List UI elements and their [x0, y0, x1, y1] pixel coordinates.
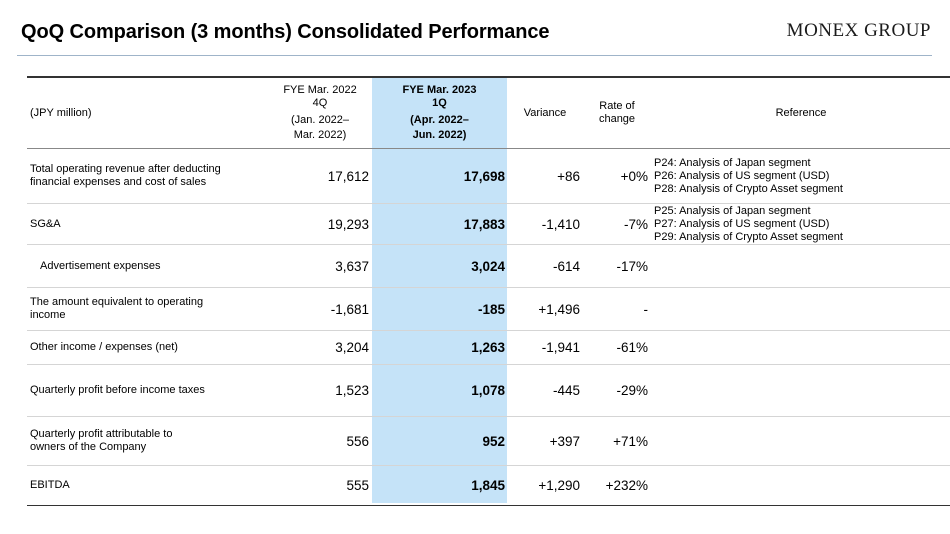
rate-header-line2: change [598, 113, 636, 125]
reference-link: P24: Analysis of Japan segment [654, 156, 811, 169]
rate-value: -29% [616, 383, 648, 398]
row-label-line1: Total operating revenue after deducting [30, 163, 221, 175]
prev-value: 555 [346, 478, 369, 493]
row-label: Total operating revenue after deducting … [27, 149, 268, 204]
reference-link: P28: Analysis of Crypto Asset segment [654, 182, 843, 195]
variance-value: +397 [549, 433, 580, 449]
current-quarter-highlight [372, 77, 507, 503]
reference-cell [651, 331, 950, 365]
row-label-line1: Quarterly profit attributable to [30, 428, 173, 440]
table-row: SG&A 19,293 17,883 -1,410 -7% P25: Analy… [27, 204, 950, 245]
curr-value: 17,883 [463, 216, 505, 232]
variance-value: -1,410 [541, 216, 580, 232]
prev-period-line2: 4Q [312, 96, 328, 109]
table-header-row: (JPY million) FYE Mar. 2022 4Q (Jan. 202… [27, 77, 950, 149]
reference-cell: P25: Analysis of Japan segment P27: Anal… [651, 204, 950, 245]
prev-value: 3,204 [335, 340, 369, 355]
curr-period-line2: 1Q [432, 96, 447, 109]
row-label-line1: Quarterly profit before income taxes [30, 384, 205, 396]
rate-header-line1: Rate of [599, 100, 635, 112]
row-label-line2: income [30, 309, 66, 321]
reference-link: P29: Analysis of Crypto Asset segment [654, 230, 843, 243]
rate-value: +71% [613, 433, 648, 449]
curr-value: 1,078 [471, 383, 505, 398]
prev-value: -1,681 [330, 301, 369, 317]
row-label-line1: Other income / expenses (net) [30, 341, 178, 353]
row-label-line1: SG&A [30, 217, 61, 230]
prev-period-line1: FYE Mar. 2022 [283, 83, 357, 96]
prev-value: 3,637 [335, 258, 369, 274]
reference-cell [651, 288, 950, 331]
rate-value: -7% [623, 216, 648, 232]
row-label: Advertisement expenses [27, 245, 268, 288]
curr-value: -185 [477, 301, 505, 317]
curr-period-header: FYE Mar. 2023 1Q (Apr. 2022– Jun. 2022) [372, 77, 507, 149]
reference-cell [651, 245, 950, 288]
variance-value: +86 [557, 168, 580, 184]
rate-value: -17% [616, 258, 648, 274]
curr-value: 1,845 [471, 478, 505, 493]
curr-value: 3,024 [471, 258, 505, 274]
curr-value: 952 [482, 433, 505, 449]
rate-header: Rate of change [583, 77, 651, 149]
row-label: Quarterly profit before income taxes [27, 365, 268, 417]
row-label: Quarterly profit attributable to owners … [27, 417, 268, 466]
prev-period-header: FYE Mar. 2022 4Q (Jan. 2022– Mar. 2022) [268, 77, 372, 149]
table-row: Total operating revenue after deducting … [27, 149, 950, 204]
prev-value: 1,523 [335, 383, 369, 398]
reference-link: P25: Analysis of Japan segment [654, 204, 811, 217]
row-label-line1: EBITDA [30, 479, 70, 491]
curr-period-line3: (Apr. 2022– [410, 113, 469, 126]
table-row: Quarterly profit before income taxes 1,5… [27, 365, 950, 417]
reference-cell: P24: Analysis of Japan segment P26: Anal… [651, 149, 950, 204]
prev-value: 19,293 [327, 216, 369, 232]
rate-value: - [643, 301, 649, 317]
row-label: The amount equivalent to operating incom… [27, 288, 268, 331]
curr-period-line4: Jun. 2022) [412, 128, 467, 141]
row-label: SG&A [27, 204, 268, 245]
title-divider [17, 55, 932, 56]
curr-value: 17,698 [463, 168, 505, 184]
reference-link: P27: Analysis of US segment (USD) [654, 217, 830, 230]
table-row: Advertisement expenses 3,637 3,024 -614 … [27, 245, 950, 288]
rate-value: +232% [605, 478, 648, 493]
row-label: EBITDA [27, 466, 268, 506]
prev-period-line4: Mar. 2022) [293, 128, 347, 141]
prev-value: 17,612 [327, 168, 369, 184]
row-label-line2: owners of the Company [30, 441, 147, 453]
unit-header: (JPY million) [30, 106, 92, 119]
variance-value: +1,290 [538, 478, 580, 493]
curr-period-line1: FYE Mar. 2023 [402, 83, 477, 96]
table-row: Other income / expenses (net) 3,204 1,26… [27, 331, 950, 365]
rate-value: -61% [616, 340, 648, 355]
reference-cell [651, 466, 950, 506]
reference-header: Reference [775, 106, 827, 119]
table-row: EBITDA 555 1,845 +1,290 +232% [27, 466, 950, 506]
variance-value: -614 [552, 258, 580, 274]
table-row: Quarterly profit attributable to owners … [27, 417, 950, 466]
reference-cell [651, 365, 950, 417]
company-logo: MONEX GROUP [786, 20, 931, 41]
row-label-line1: Advertisement expenses [40, 259, 161, 272]
row-label: Other income / expenses (net) [27, 331, 268, 365]
reference-link: P26: Analysis of US segment (USD) [654, 169, 830, 182]
performance-table: (JPY million) FYE Mar. 2022 4Q (Jan. 202… [27, 76, 950, 506]
variance-header: Variance [523, 106, 567, 119]
table-row: The amount equivalent to operating incom… [27, 288, 950, 331]
variance-value: -1,941 [541, 340, 580, 355]
prev-period-line3: (Jan. 2022– [290, 113, 350, 126]
curr-value: 1,263 [471, 340, 505, 355]
rate-value: +0% [620, 168, 648, 184]
variance-value: +1,496 [538, 301, 580, 317]
row-label-line2: financial expenses and cost of sales [30, 176, 207, 188]
reference-cell [651, 417, 950, 466]
page-title: QoQ Comparison (3 months) Consolidated P… [21, 21, 550, 43]
row-label-line1: The amount equivalent to operating [30, 296, 204, 308]
prev-value: 556 [346, 433, 369, 449]
variance-value: -445 [552, 383, 580, 398]
